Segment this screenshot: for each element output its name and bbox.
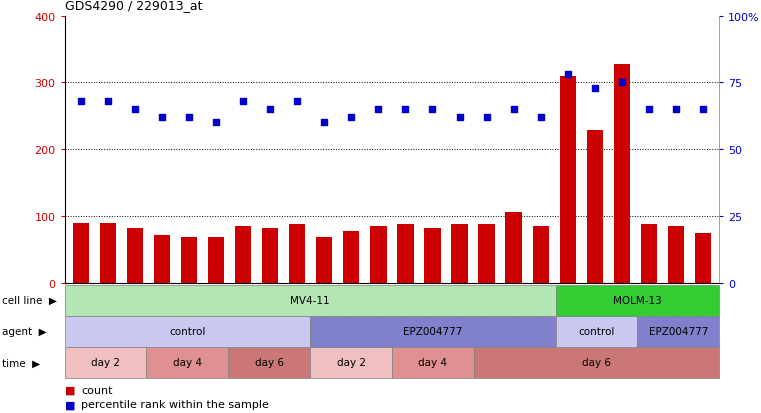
Point	[102, 98, 114, 105]
Bar	[695, 233, 711, 283]
Point	[264, 107, 276, 113]
Bar	[479, 224, 495, 283]
Bar	[262, 228, 279, 283]
Text: control: control	[578, 326, 615, 337]
Text: percentile rank within the sample: percentile rank within the sample	[81, 399, 269, 409]
Point	[643, 107, 655, 113]
Point	[589, 85, 601, 92]
Text: EPZ004777: EPZ004777	[403, 326, 463, 337]
Point	[508, 107, 520, 113]
Text: day 2: day 2	[336, 357, 365, 368]
Text: day 4: day 4	[173, 357, 202, 368]
Bar	[235, 226, 251, 283]
Point	[183, 114, 195, 121]
Bar	[208, 237, 224, 283]
Point	[480, 114, 492, 121]
Text: EPZ004777: EPZ004777	[648, 326, 708, 337]
Point	[697, 107, 709, 113]
Text: count: count	[81, 385, 113, 395]
Text: control: control	[169, 326, 205, 337]
Bar	[613, 64, 630, 283]
Point	[426, 107, 438, 113]
Text: day 4: day 4	[419, 357, 447, 368]
Bar	[425, 228, 441, 283]
Bar	[100, 223, 116, 283]
Text: MOLM-13: MOLM-13	[613, 295, 662, 306]
Text: ■: ■	[65, 385, 75, 395]
Point	[156, 114, 168, 121]
Point	[670, 107, 682, 113]
Bar	[559, 76, 576, 283]
Bar	[154, 235, 170, 283]
Bar	[451, 224, 468, 283]
Bar	[533, 226, 549, 283]
Point	[345, 114, 358, 121]
Point	[75, 98, 87, 105]
Point	[237, 98, 250, 105]
Point	[454, 114, 466, 121]
Bar	[371, 226, 387, 283]
Bar	[73, 223, 89, 283]
Point	[400, 107, 412, 113]
Bar	[289, 224, 305, 283]
Text: time  ▶: time ▶	[2, 357, 40, 368]
Text: day 2: day 2	[91, 357, 120, 368]
Point	[372, 107, 384, 113]
Text: day 6: day 6	[582, 357, 611, 368]
Bar	[397, 224, 413, 283]
Point	[562, 72, 574, 78]
Text: cell line  ▶: cell line ▶	[2, 295, 56, 306]
Bar	[316, 237, 333, 283]
Bar	[127, 228, 143, 283]
Point	[291, 98, 304, 105]
Bar	[505, 213, 522, 283]
Bar	[667, 226, 684, 283]
Point	[534, 114, 546, 121]
Bar	[587, 131, 603, 283]
Point	[318, 120, 330, 126]
Text: day 6: day 6	[255, 357, 284, 368]
Point	[129, 107, 141, 113]
Text: GDS4290 / 229013_at: GDS4290 / 229013_at	[65, 0, 202, 12]
Point	[210, 120, 222, 126]
Point	[616, 80, 628, 86]
Text: ■: ■	[65, 399, 75, 409]
Text: MV4-11: MV4-11	[290, 295, 330, 306]
Bar	[343, 231, 359, 283]
Bar	[641, 224, 657, 283]
Text: agent  ▶: agent ▶	[2, 326, 46, 337]
Bar	[181, 237, 197, 283]
